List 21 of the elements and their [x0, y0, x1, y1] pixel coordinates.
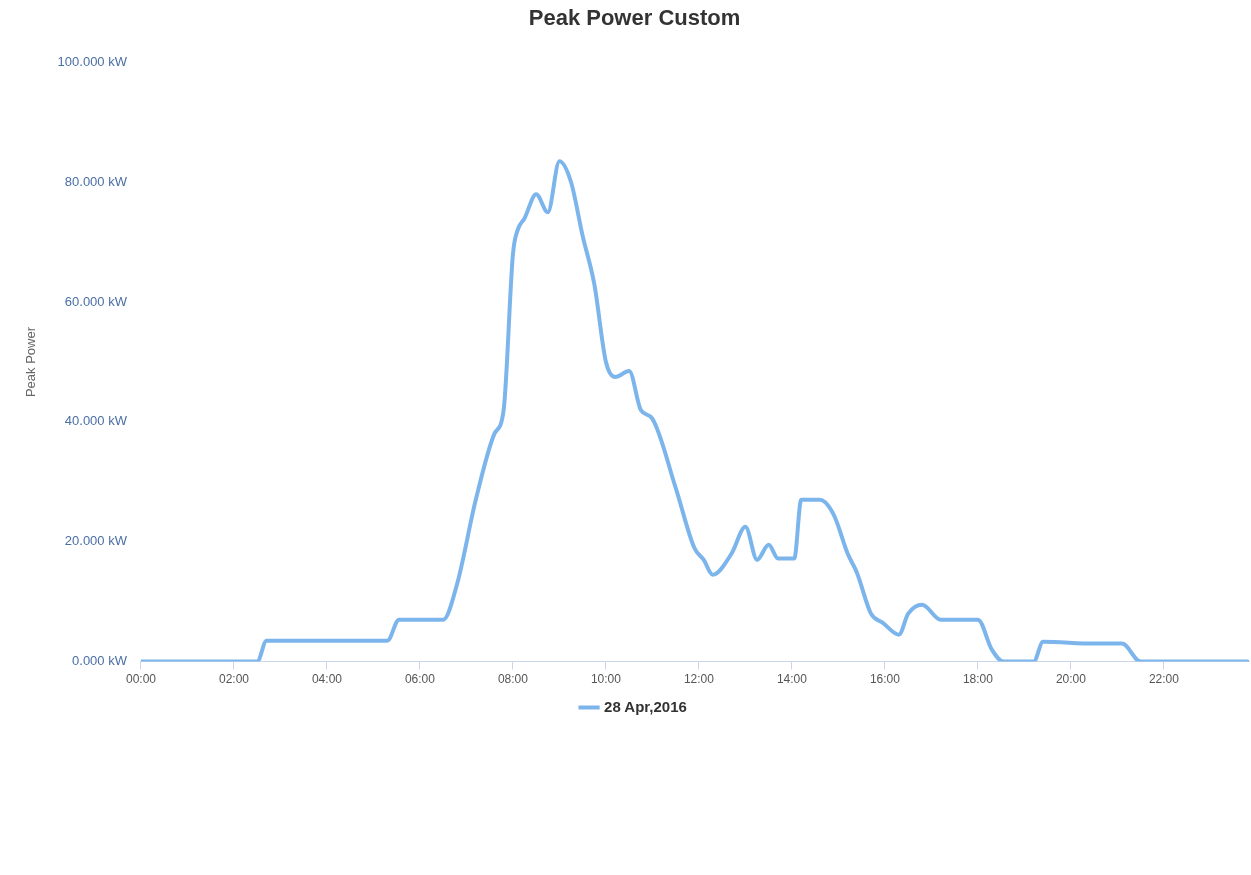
x-tick-label: 18:00: [962, 672, 994, 687]
y-axis-title: Peak Power: [23, 326, 39, 398]
y-tick-label: 0.000 kW: [72, 653, 128, 669]
y-tick-label: 60.000 kW: [64, 293, 128, 309]
y-tick-label: 40.000 kW: [64, 413, 128, 429]
x-tick-label: 00:00: [125, 672, 157, 687]
y-tick-label: 80.000 kW: [64, 173, 128, 189]
x-tick-label: 16:00: [869, 672, 901, 687]
x-tick-label: 06:00: [404, 672, 436, 687]
legend-label: 28 Apr,2016: [604, 697, 687, 715]
x-tick-label: 22:00: [1148, 672, 1180, 687]
x-tick-label: 10:00: [590, 672, 622, 687]
y-tick-label: 20.000 kW: [64, 533, 128, 549]
x-tick-label: 14:00: [776, 672, 808, 687]
x-tick-label: 02:00: [218, 672, 250, 687]
x-tick-label: 20:00: [1055, 672, 1087, 687]
x-tick-label: 04:00: [311, 672, 343, 687]
y-tick-label: 100.000 kW: [57, 53, 128, 69]
x-tick-label: 12:00: [683, 672, 715, 687]
chart-title: Peak Power Custom: [528, 5, 741, 31]
x-tick-label: 08:00: [497, 672, 529, 687]
